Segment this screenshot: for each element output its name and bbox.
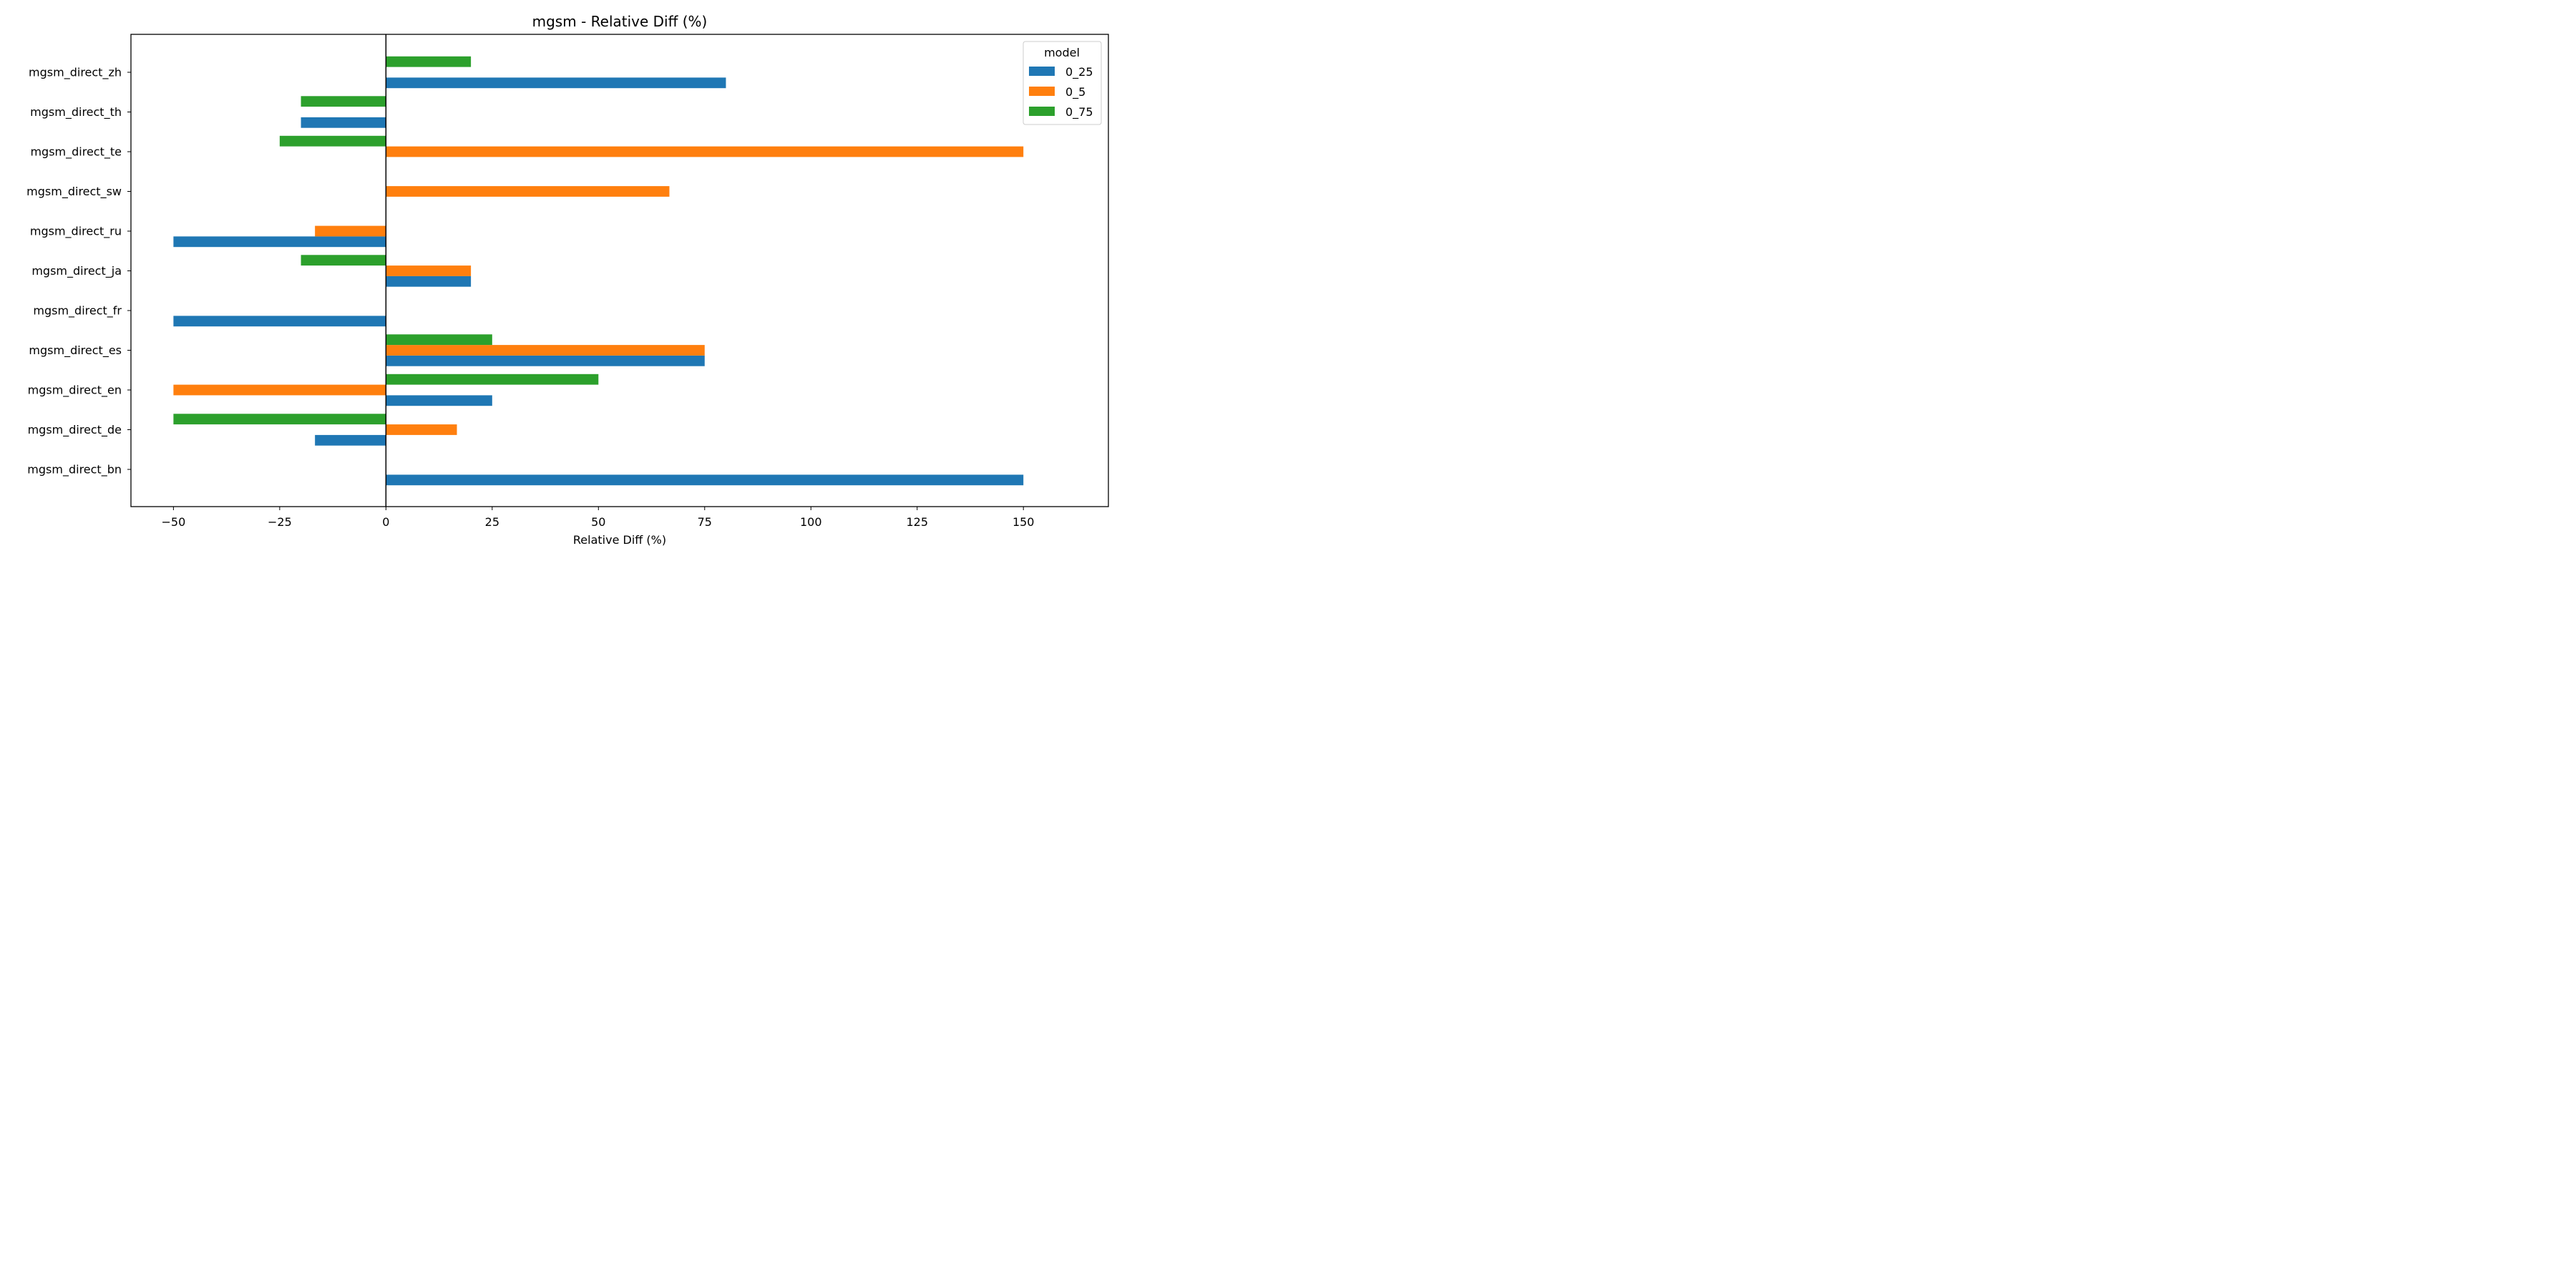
legend-label-0_5: 0_5 (1065, 85, 1085, 99)
x-tick-label: −25 (268, 515, 292, 529)
bar-0_25-mgsm_direct_ru (173, 236, 386, 248)
bar-0_5-mgsm_direct_ja (386, 265, 472, 276)
bar-0_25-mgsm_direct_zh (386, 77, 726, 89)
bar-0_75-mgsm_direct_zh (386, 56, 472, 67)
x-tick-label: 0 (382, 515, 389, 529)
legend-swatch-0_75 (1029, 107, 1055, 116)
bar-0_5-mgsm_direct_en (173, 384, 386, 396)
x-tick-label: 150 (1013, 515, 1035, 529)
bar-0_25-mgsm_direct_ja (386, 275, 472, 287)
bar-0_75-mgsm_direct_de (173, 414, 386, 425)
y-tick-label-mgsm_direct_fr: mgsm_direct_fr (33, 304, 122, 318)
bar-0_5-mgsm_direct_ru (315, 225, 386, 237)
y-tick-label-mgsm_direct_th: mgsm_direct_th (30, 105, 122, 119)
bar-0_25-mgsm_direct_bn (386, 474, 1024, 486)
bar-0_75-mgsm_direct_en (386, 374, 599, 385)
bar-0_75-mgsm_direct_te (279, 135, 386, 147)
bar-chart: mgsm - Relative Diff (%) mgsm_direct_bnm… (0, 0, 1122, 561)
bar-0_75-mgsm_direct_ja (301, 255, 386, 266)
legend: model 0_25 0_5 0_75 (1023, 41, 1102, 125)
bar-0_5-mgsm_direct_te (386, 146, 1024, 157)
y-tick-label-mgsm_direct_ru: mgsm_direct_ru (30, 225, 122, 239)
y-tick-label-mgsm_direct_en: mgsm_direct_en (28, 384, 122, 398)
bar-0_25-mgsm_direct_fr (173, 316, 386, 327)
x-tick-label: 100 (800, 515, 822, 529)
x-tick-label: 50 (591, 515, 605, 529)
bars-layer (173, 56, 1024, 486)
legend-title: model (1044, 46, 1080, 59)
ticks-layer: mgsm_direct_bn mgsm_direct_de mgsm_direct_… (26, 66, 1034, 530)
x-tick-label: 75 (698, 515, 712, 529)
legend-label-0_75: 0_75 (1065, 105, 1093, 119)
y-tick-label-mgsm_direct_de: mgsm_direct_de (28, 423, 122, 437)
bar-0_5-mgsm_direct_sw (386, 186, 670, 197)
legend-label-0_25: 0_25 (1065, 65, 1093, 79)
y-tick-label-mgsm_direct_zh: mgsm_direct_zh (29, 66, 122, 80)
y-tick-label-mgsm_direct_sw: mgsm_direct_sw (26, 185, 122, 199)
x-tick-label: 25 (485, 515, 499, 529)
y-tick-label-mgsm_direct_ja: mgsm_direct_ja (31, 264, 122, 278)
legend-box (1023, 41, 1102, 125)
x-tick-label: −50 (162, 515, 186, 529)
bar-0_5-mgsm_direct_de (386, 424, 457, 435)
chart-title: mgsm - Relative Diff (%) (532, 13, 708, 30)
y-tick-label-mgsm_direct_es: mgsm_direct_es (29, 343, 122, 358)
bar-0_25-mgsm_direct_en (386, 395, 492, 406)
y-tick-label-mgsm_direct_bn: mgsm_direct_bn (27, 463, 122, 477)
plot-frame (130, 34, 1109, 507)
bar-0_25-mgsm_direct_th (301, 117, 386, 128)
bar-0_75-mgsm_direct_th (301, 96, 386, 107)
legend-swatch-0_25 (1029, 67, 1055, 76)
bar-0_25-mgsm_direct_es (386, 355, 705, 366)
x-axis-label: Relative Diff (%) (573, 533, 666, 547)
bar-0_75-mgsm_direct_es (386, 334, 492, 346)
legend-swatch-0_5 (1029, 87, 1055, 96)
chart-background (0, 0, 1122, 561)
bar-0_25-mgsm_direct_de (315, 434, 386, 446)
chart: mgsm - Relative Diff (%) mgsm_direct_bn m… (0, 0, 1122, 561)
y-tick-label-mgsm_direct_te: mgsm_direct_te (30, 145, 122, 160)
x-tick-label: 125 (906, 515, 928, 529)
bar-0_5-mgsm_direct_es (386, 345, 705, 356)
